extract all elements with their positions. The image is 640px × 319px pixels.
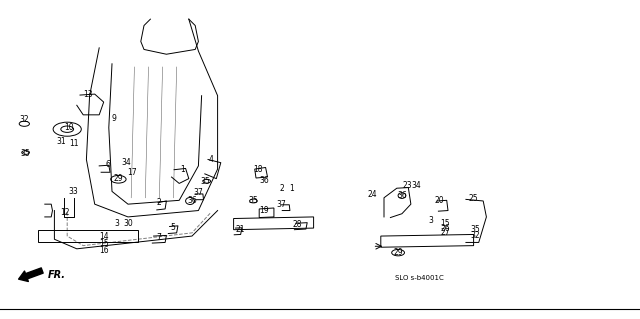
- Text: 23: 23: [403, 182, 413, 190]
- Text: 35: 35: [470, 225, 480, 234]
- Text: 1: 1: [289, 184, 294, 193]
- Text: 32: 32: [470, 231, 480, 240]
- Text: 2: 2: [279, 184, 284, 193]
- Text: 37: 37: [276, 200, 287, 209]
- Text: 6: 6: [105, 160, 110, 169]
- Text: 9: 9: [111, 114, 116, 123]
- Text: 36: 36: [259, 176, 269, 185]
- Text: 24: 24: [367, 190, 378, 199]
- Text: 13: 13: [83, 90, 93, 99]
- Text: 29: 29: [394, 249, 404, 257]
- Text: 1: 1: [180, 165, 185, 174]
- Text: 21: 21: [236, 225, 244, 234]
- Text: 3: 3: [428, 216, 433, 225]
- Text: 4: 4: [209, 155, 214, 164]
- Text: 7: 7: [156, 233, 161, 242]
- Text: 11: 11: [70, 139, 79, 148]
- Text: SLO s-b4001C: SLO s-b4001C: [395, 275, 444, 280]
- Text: 35: 35: [200, 177, 210, 186]
- Text: FR.: FR.: [48, 270, 66, 280]
- Text: 20: 20: [435, 196, 445, 205]
- Text: 10: 10: [64, 123, 74, 132]
- Text: 19: 19: [259, 206, 269, 215]
- Text: 30: 30: [123, 219, 133, 228]
- Text: 25: 25: [468, 194, 479, 203]
- Text: 34: 34: [122, 158, 132, 167]
- Text: 28: 28: [293, 220, 302, 229]
- Text: 15: 15: [99, 239, 109, 248]
- Text: 16: 16: [99, 246, 109, 255]
- Text: 36: 36: [397, 191, 407, 200]
- Text: 12: 12: [61, 208, 70, 217]
- Text: 15: 15: [440, 219, 451, 228]
- Text: 5: 5: [170, 223, 175, 232]
- Text: 18: 18: [253, 165, 262, 174]
- Text: 3: 3: [115, 219, 120, 228]
- Text: 33: 33: [68, 187, 79, 196]
- Text: 14: 14: [99, 232, 109, 241]
- Text: 36: 36: [187, 197, 197, 205]
- FancyArrowPatch shape: [19, 268, 43, 281]
- Text: 2: 2: [156, 198, 161, 207]
- Text: 35: 35: [248, 197, 258, 205]
- Text: 31: 31: [56, 137, 66, 146]
- Text: 35: 35: [20, 149, 31, 158]
- Text: 34: 34: [411, 182, 421, 190]
- Text: 17: 17: [127, 168, 138, 177]
- Text: 37: 37: [193, 189, 204, 197]
- Text: 26: 26: [440, 224, 451, 233]
- Text: 32: 32: [19, 115, 29, 124]
- Text: 27: 27: [440, 228, 451, 237]
- Text: 29: 29: [113, 174, 124, 183]
